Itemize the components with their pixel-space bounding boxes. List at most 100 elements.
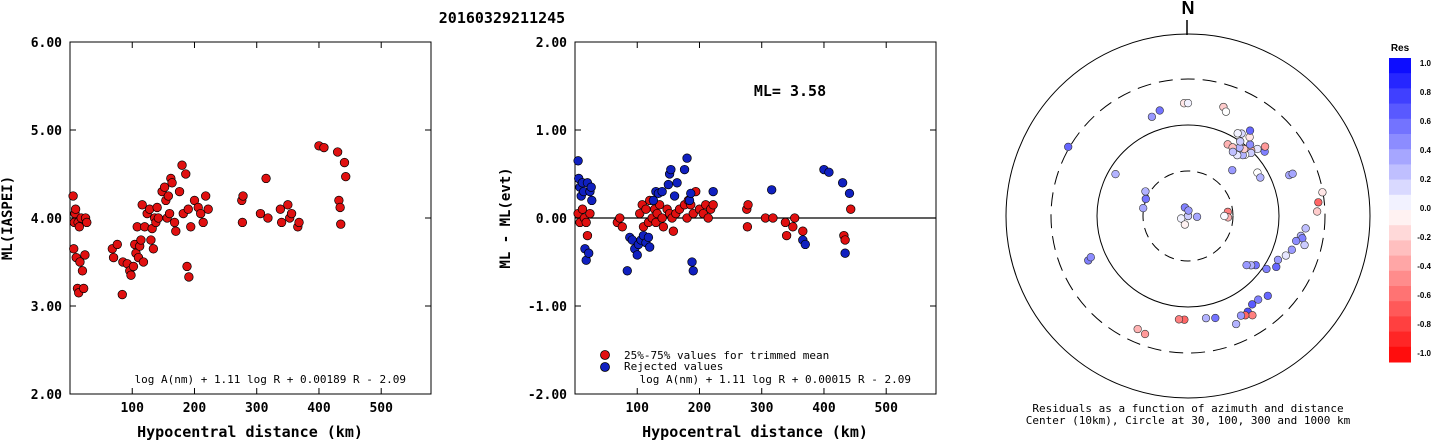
polar-residual-point — [1260, 142, 1270, 151]
polar-residual-point — [1133, 324, 1142, 334]
colorbar-swatch — [1389, 58, 1411, 74]
middle-data-point — [651, 217, 661, 228]
middle-chart: ML - ML(evt) Hypocentral distance (km) M… — [498, 36, 937, 441]
left-data-point — [181, 169, 191, 179]
middle-data-point — [824, 167, 834, 177]
left-data-point — [126, 270, 136, 280]
middle-data-point — [688, 208, 698, 219]
middle-x-tick-label: 200 — [688, 401, 712, 416]
polar-residual-point — [1281, 251, 1290, 260]
middle-data-point — [641, 204, 651, 214]
middle-data-point — [798, 226, 808, 236]
left-y-tick-label: 3.00 — [31, 300, 62, 315]
middle-y-axis-label: ML - ML(evt) — [498, 167, 514, 268]
left-formula: log A(nm) + 1.11 log R + 0.00189 R - 2.0… — [134, 373, 406, 386]
left-data-point — [128, 261, 139, 272]
left-data-point — [112, 239, 122, 250]
middle-data-point — [781, 230, 792, 241]
ring-300km — [1050, 78, 1326, 354]
middle-data-point — [632, 250, 642, 260]
middle-data-point — [643, 232, 654, 243]
colorbar-swatch — [1389, 346, 1411, 363]
middle-data-point — [788, 222, 798, 232]
colorbar-label: -0.8 — [1417, 320, 1431, 329]
polar-residual-point — [1141, 187, 1150, 196]
polar-caption-line1: Residuals as a function of azimuth and d… — [1032, 402, 1343, 415]
left-x-tick-label: 400 — [307, 401, 331, 416]
left-data-point — [255, 208, 266, 219]
middle-data-point — [682, 153, 692, 163]
middle-data-point — [688, 266, 698, 276]
middle-data-point — [708, 200, 718, 210]
middle-data-point — [703, 213, 713, 223]
polar-residual-point — [1314, 198, 1323, 207]
figure-title: 20160329211245 — [439, 9, 565, 27]
colorbar-label: 0.4 — [1420, 146, 1432, 155]
polar-caption-line2: Center (10km), Circle at 30, 100, 300 an… — [1026, 414, 1351, 427]
polar-residual-point — [1256, 173, 1265, 182]
polar-residual-point — [1140, 329, 1150, 339]
middle-data-point — [708, 186, 718, 197]
polar-residual-point — [1174, 315, 1184, 324]
left-data-point — [164, 208, 175, 219]
colorbar-swatch — [1389, 73, 1411, 89]
left-x-tick-label: 200 — [183, 401, 207, 416]
left-data-point — [339, 157, 350, 168]
middle-y-tick-label: 2.00 — [536, 36, 567, 51]
left-data-point — [263, 213, 273, 223]
left-data-point — [183, 204, 193, 214]
left-y-tick-label: 2.00 — [31, 388, 62, 403]
colorbar-label: 0.8 — [1420, 88, 1432, 97]
left-data-point — [276, 217, 287, 228]
ring-100km — [1096, 124, 1280, 308]
middle-data-point — [587, 195, 597, 206]
left-data-point — [163, 191, 173, 201]
left-data-point — [138, 257, 149, 267]
left-data-point — [336, 219, 346, 229]
left-data-points — [68, 141, 351, 300]
colorbar-swatch — [1389, 118, 1411, 135]
colorbar-label: 0.0 — [1420, 204, 1432, 213]
colorbar-swatches — [1389, 58, 1411, 363]
colorbar-swatch — [1389, 240, 1411, 257]
left-chart: ML(IASPEI) Hypocentral distance (km) log… — [0, 36, 432, 441]
middle-y-tick-label: -1.00 — [528, 300, 567, 315]
middle-data-point — [800, 239, 810, 250]
left-data-point — [117, 289, 127, 300]
left-data-point — [169, 217, 180, 228]
left-data-point — [275, 204, 286, 214]
polar-residual-point — [1313, 207, 1322, 216]
middle-data-point — [635, 208, 645, 219]
colorbar-swatch — [1389, 103, 1411, 120]
middle-x-tick-label: 300 — [750, 401, 774, 416]
middle-data-point — [615, 213, 625, 223]
polar-residual-point — [1064, 142, 1073, 151]
polar-residual-point — [1273, 255, 1283, 264]
left-data-point — [159, 182, 170, 192]
left-data-point — [196, 208, 206, 219]
colorbar-label: -0.4 — [1417, 262, 1431, 271]
colorbar-label: -0.6 — [1417, 291, 1431, 300]
middle-data-point — [686, 188, 696, 199]
middle-data-point — [622, 266, 632, 276]
left-x-tick-label: 500 — [369, 401, 393, 416]
colorbar-label: -1.0 — [1417, 349, 1431, 358]
left-data-point — [70, 204, 81, 214]
polar-residual-point — [1232, 319, 1241, 329]
polar-residual-point — [1245, 126, 1255, 135]
polar-residual-point — [1245, 140, 1255, 149]
polar-residual-point — [1242, 261, 1251, 270]
polar-residual-point — [1201, 314, 1211, 323]
polar-residual-point — [1221, 107, 1231, 116]
left-data-point — [146, 235, 156, 245]
polar-residual-point — [1287, 245, 1296, 254]
polar-residual-point — [1147, 112, 1156, 121]
middle-data-point — [617, 222, 627, 232]
middle-axis-ticks: 100 200 300 400 500 -2.00 -1.00 0.00 1.00 2.00 — [528, 36, 936, 416]
left-data-point — [184, 272, 194, 282]
left-data-point — [319, 142, 329, 153]
left-data-point — [75, 257, 85, 267]
left-data-point — [203, 204, 213, 214]
middle-data-point — [672, 178, 682, 188]
left-data-point — [294, 217, 304, 228]
